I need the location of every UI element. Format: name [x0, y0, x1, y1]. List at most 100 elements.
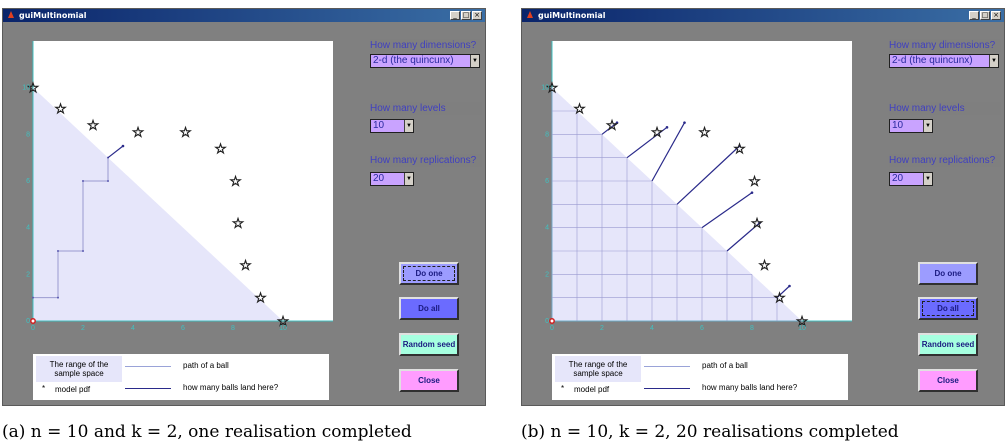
- legend-land-label: how many balls land here?: [183, 383, 279, 392]
- model-pdf-star: ☆: [748, 174, 761, 190]
- chevron-down-icon[interactable]: ▼: [923, 120, 932, 132]
- minimize-icon[interactable]: _: [969, 11, 979, 20]
- star-icon: *: [561, 384, 565, 393]
- origin-marker: [549, 318, 555, 324]
- x-tick-label: 10: [798, 325, 806, 332]
- levels-select[interactable]: 10 ▼: [370, 119, 414, 133]
- maximize-icon[interactable]: □: [980, 11, 990, 20]
- path-node: [82, 250, 84, 252]
- do-one-button[interactable]: Do one: [399, 262, 459, 285]
- quincunx-plot: ☆ ☆ ☆ ☆ ☆ ☆ ☆ ☆ ☆ ☆ ☆ 0 2 4 6 8 10 0 2 4 6 8 10: [22, 41, 333, 332]
- levels-select-value: 10: [373, 120, 385, 131]
- minimize-icon[interactable]: _: [450, 11, 460, 20]
- y-tick-label: 6: [26, 178, 30, 185]
- dimensions-label: How many dimensions?: [370, 39, 482, 52]
- landing-point: [121, 144, 125, 148]
- model-pdf-star: ☆: [773, 291, 786, 307]
- landing-count-line: [107, 145, 124, 159]
- random-seed-button[interactable]: Random seed: [399, 333, 459, 356]
- dimensions-label: How many dimensions?: [889, 39, 1001, 52]
- replications-select-value: 20: [373, 173, 385, 184]
- landing-count-line: [601, 122, 618, 135]
- model-pdf-star: ☆: [239, 258, 252, 274]
- legend-range-line1: The range of the: [49, 360, 109, 369]
- legend-land-label: how many balls land here?: [702, 383, 798, 392]
- x-tick-label: 4: [131, 325, 135, 332]
- quincunx-plot: ☆ ☆ ☆ ☆ ☆ ☆ ☆ ☆ ☆ ☆ ☆ 0 2 4 6 8 10 0 2 4 6 8 10: [541, 41, 852, 332]
- model-pdf-star: ☆: [573, 102, 586, 118]
- landing-point: [750, 191, 754, 194]
- close-button[interactable]: Close: [918, 369, 978, 392]
- chevron-down-icon[interactable]: ▼: [989, 55, 998, 67]
- landing-point: [683, 121, 686, 124]
- chevron-down-icon[interactable]: ▼: [404, 173, 413, 185]
- maximize-icon[interactable]: □: [461, 11, 471, 20]
- landing-count-line: [726, 222, 760, 252]
- y-tick-label: 6: [545, 178, 549, 185]
- y-tick-label: 0: [26, 318, 30, 325]
- app-icon: [8, 11, 14, 18]
- replications-label: How many replications?: [370, 154, 482, 167]
- model-pdf-star: ☆: [27, 81, 40, 97]
- do-all-button[interactable]: Do all: [918, 297, 978, 320]
- y-tick-label: 0: [545, 318, 549, 325]
- legend-range-line2: sample space: [54, 369, 104, 378]
- chevron-down-icon[interactable]: ▼: [404, 120, 413, 132]
- close-icon[interactable]: ×: [991, 11, 1001, 20]
- do-all-button[interactable]: Do all: [399, 297, 459, 320]
- y-tick-label: 2: [545, 271, 549, 278]
- landing-count-line: [651, 122, 686, 182]
- model-pdf-star: ☆: [698, 125, 711, 141]
- dimensions-select[interactable]: 2-d (the quincunx) ▼: [370, 54, 480, 68]
- landing-count-line: [701, 192, 753, 229]
- close-icon[interactable]: ×: [472, 11, 482, 20]
- model-pdf-star: ☆: [751, 216, 764, 232]
- x-tick-label: 8: [750, 325, 754, 332]
- model-pdf-star: ☆: [606, 118, 619, 134]
- model-pdf-star: ☆: [254, 291, 267, 307]
- chevron-down-icon[interactable]: ▼: [470, 55, 479, 67]
- dimensions-select-value: 2-d (the quincunx): [892, 55, 973, 66]
- replications-select[interactable]: 20 ▼: [889, 172, 933, 186]
- path-node: [32, 296, 34, 299]
- y-tick-label: 8: [545, 131, 549, 138]
- legend: The range of the sample space * model pd…: [33, 354, 329, 400]
- levels-label: How many levels: [370, 102, 482, 115]
- path-node: [57, 250, 59, 252]
- legend-model-pdf: model pdf: [574, 385, 610, 394]
- landing-point: [665, 126, 669, 129]
- close-button[interactable]: Close: [399, 369, 459, 392]
- gui-window-b: guiMultinomial _ □ × ☆ ☆ ☆ ☆ ☆ ☆ ☆ ☆ ☆ ☆ ☆ 0 2 4 6 8 10 0…: [521, 8, 1005, 406]
- do-one-button[interactable]: Do one: [918, 262, 978, 285]
- landing-point: [788, 284, 791, 288]
- random-seed-button[interactable]: Random seed: [918, 333, 978, 356]
- chevron-down-icon[interactable]: ▼: [923, 173, 932, 185]
- legend-range-line1: The range of the: [568, 360, 628, 369]
- model-pdf-star: ☆: [132, 125, 145, 141]
- landing-count-line: [676, 145, 740, 205]
- path-node: [82, 180, 84, 182]
- title-bar: guiMultinomial _ □ ×: [522, 9, 1004, 22]
- x-tick-label: 10: [279, 325, 287, 332]
- y-tick-label: 10: [541, 85, 549, 92]
- x-tick-label: 6: [700, 325, 704, 332]
- landing-count-line: [626, 126, 668, 159]
- model-pdf-star: ☆: [546, 81, 559, 97]
- x-tick-label: 2: [600, 325, 604, 332]
- x-tick-label: 2: [81, 325, 85, 332]
- model-pdf-star: ☆: [214, 141, 227, 157]
- model-pdf-star: ☆: [277, 314, 290, 330]
- model-pdf-star: ☆: [179, 125, 192, 141]
- y-tick-label: 8: [26, 131, 30, 138]
- legend-path-swatch: [644, 366, 690, 367]
- replications-label: How many replications?: [889, 154, 1001, 167]
- replications-select[interactable]: 20 ▼: [370, 172, 414, 186]
- levels-select[interactable]: 10 ▼: [889, 119, 933, 133]
- y-tick-label: 4: [26, 225, 30, 232]
- x-tick-label: 4: [650, 325, 654, 332]
- origin-marker: [30, 318, 36, 324]
- y-tick-label: 10: [22, 85, 30, 92]
- dimensions-select[interactable]: 2-d (the quincunx) ▼: [889, 54, 999, 68]
- levels-select-value: 10: [892, 120, 904, 131]
- legend-land-swatch: [125, 388, 171, 389]
